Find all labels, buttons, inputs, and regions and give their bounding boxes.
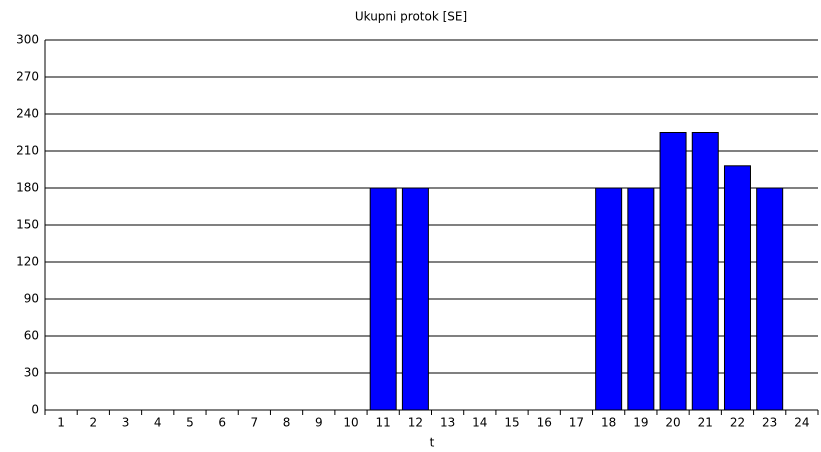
- x-tick-label: 18: [601, 416, 616, 430]
- y-tick-label: 30: [24, 366, 39, 380]
- y-tick-label: 210: [16, 144, 39, 158]
- y-tick-label: 270: [16, 70, 39, 84]
- x-tick-label: 6: [218, 416, 226, 430]
- x-tick-label: 9: [315, 416, 323, 430]
- x-tick-label: 17: [569, 416, 584, 430]
- x-tick-label: 11: [376, 416, 391, 430]
- y-tick-label: 300: [16, 33, 39, 47]
- bar: [659, 132, 687, 411]
- x-tick-label: 10: [343, 416, 358, 430]
- x-tick-label: 21: [698, 416, 713, 430]
- chart-title: Ukupni protok [SE]: [355, 10, 467, 24]
- x-tick-label: 19: [633, 416, 648, 430]
- y-tick-label: 60: [24, 329, 39, 343]
- x-tick-label: 5: [186, 416, 194, 430]
- x-tick-label: 2: [89, 416, 97, 430]
- bar: [401, 187, 429, 411]
- bar: [627, 187, 655, 411]
- y-tick-label: 90: [24, 292, 39, 306]
- bar: [756, 187, 784, 411]
- x-tick-label: 15: [504, 416, 519, 430]
- x-tick-label: 8: [283, 416, 291, 430]
- x-tick-label: 1: [57, 416, 65, 430]
- x-tick-label: 22: [730, 416, 745, 430]
- y-tick-label: 0: [31, 403, 39, 417]
- y-tick-label: 240: [16, 107, 39, 121]
- x-tick-label: 7: [251, 416, 259, 430]
- x-tick-label: 20: [665, 416, 680, 430]
- y-tick-label: 120: [16, 255, 39, 269]
- x-tick-label: 23: [762, 416, 777, 430]
- x-tick-label: 14: [472, 416, 487, 430]
- x-tick-label: 24: [794, 416, 809, 430]
- y-tick-label: 180: [16, 181, 39, 195]
- y-tick-label: 150: [16, 218, 39, 232]
- x-axis-label: t: [430, 436, 435, 450]
- x-tick-label: 12: [408, 416, 423, 430]
- x-tick-label: 4: [154, 416, 162, 430]
- x-tick-label: 13: [440, 416, 455, 430]
- x-tick-label: 3: [122, 416, 130, 430]
- bar: [595, 187, 623, 411]
- bar: [369, 187, 397, 411]
- bar: [691, 132, 719, 411]
- x-tick-label: 16: [537, 416, 552, 430]
- bar: [723, 165, 751, 411]
